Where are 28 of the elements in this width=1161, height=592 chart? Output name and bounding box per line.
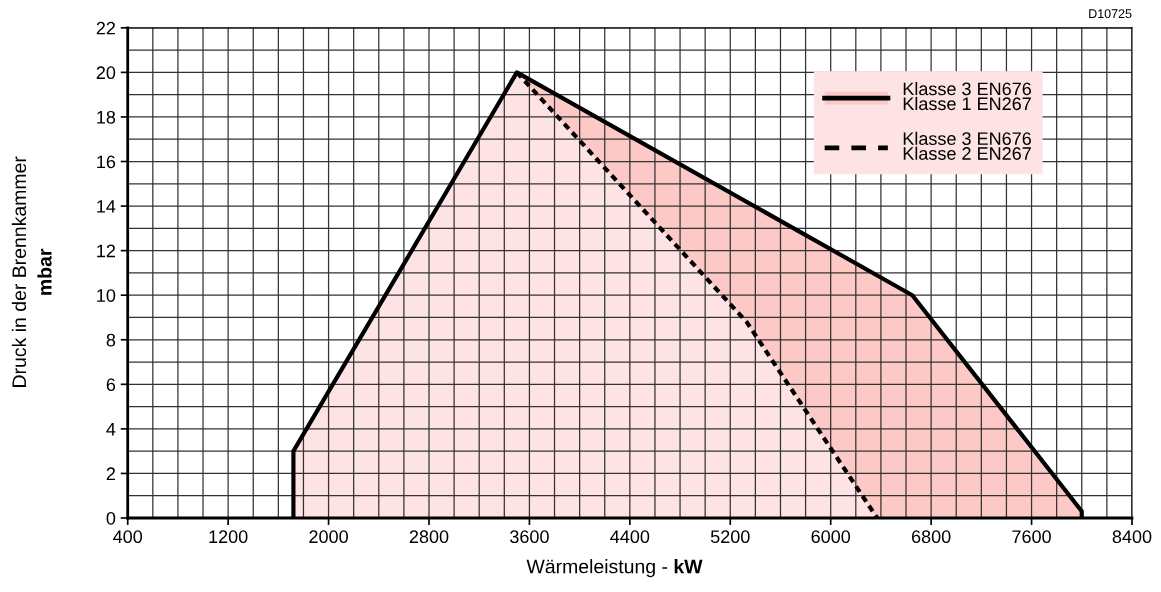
text: D10725 (1089, 9, 1132, 19)
x-tick-label: 3600 (510, 530, 549, 544)
y-tick-label: 10 (97, 289, 116, 302)
x-tick-label: 4400 (610, 530, 650, 544)
y-tick-label: 20 (96, 66, 116, 80)
y-tick-label: 12 (97, 244, 115, 258)
x-tick-label: 6000 (811, 530, 851, 544)
x-tick-label: 6800 (911, 530, 951, 544)
x-tick-label: 1200 (209, 530, 248, 544)
x-tick-label: 2800 (409, 530, 449, 544)
x-tick-label: 5200 (710, 530, 750, 544)
x-axis-title: Wärmeleistung - kW (526, 559, 703, 578)
y-tick-label: 22 (96, 21, 115, 35)
x-tick-label: 7600 (1012, 530, 1051, 544)
y-tick-label: 8 (106, 333, 116, 347)
x-tick-label: 2000 (309, 530, 348, 544)
legend-label: Klasse 3 EN676 Klasse 1 EN267 (903, 82, 1031, 111)
y-tick-label: 16 (97, 155, 116, 169)
y-tick-label: 4 (106, 423, 116, 436)
legend-label: Klasse 3 EN676 Klasse 2 EN267 (903, 131, 1031, 160)
x-tick-label: 8400 (1112, 530, 1152, 544)
y-tick-label: 14 (97, 200, 116, 213)
y-tick-label: 18 (97, 110, 116, 124)
y-axis-title: Druck in der Brennkammer mbar (11, 156, 52, 387)
x-tick-label: 400 (113, 530, 143, 544)
y-tick-label: 0 (106, 511, 116, 525)
y-tick-label: 2 (106, 467, 115, 480)
y-tick-label: 6 (106, 378, 116, 392)
